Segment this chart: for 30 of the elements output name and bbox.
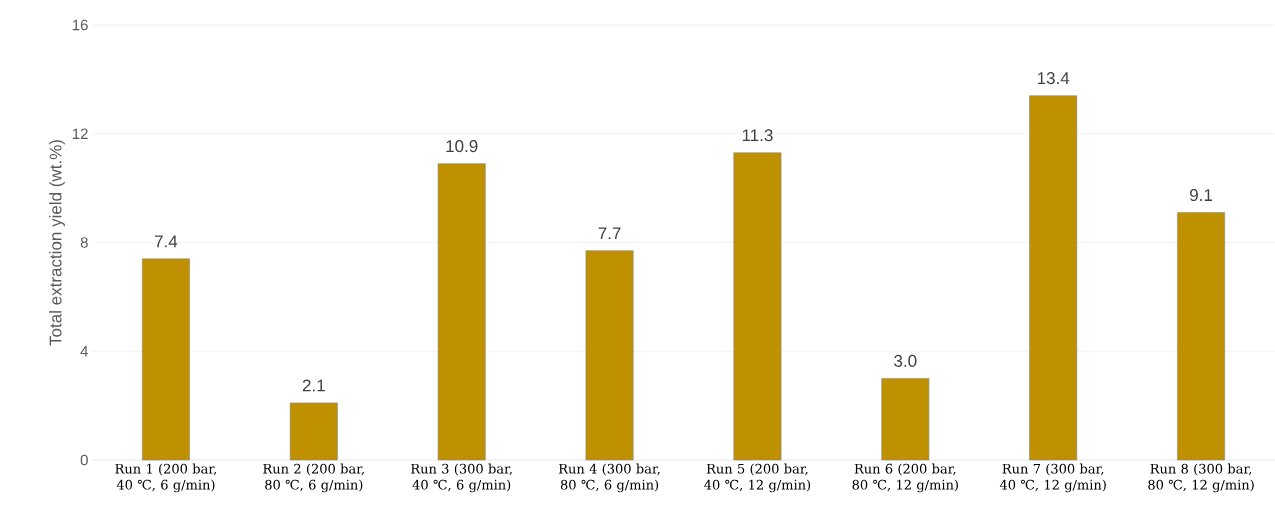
x-tick-label: Run 4 (300 bar, 80 ℃, 6 g/min) [558, 463, 660, 493]
x-tick-label: Run 8 (300 bar, 80 ℃, 12 g/min) [1148, 463, 1254, 493]
bar [141, 258, 190, 461]
y-tick-label: 8 [80, 237, 88, 248]
data-label: 13.4 [1037, 72, 1070, 85]
y-tick-label: 12 [72, 128, 88, 139]
bar [1029, 95, 1078, 461]
data-label: 10.9 [446, 140, 478, 153]
data-label: 2.1 [302, 379, 325, 392]
bar [1177, 212, 1226, 461]
data-label: 7.7 [598, 227, 621, 240]
y-tick-label: 0 [80, 454, 88, 466]
data-label: 11.3 [742, 129, 773, 142]
bar [733, 152, 782, 461]
x-tick-label: Run 6 (200 bar, 80 ℃, 12 g/min) [852, 463, 958, 493]
x-tick-label: Run 1 (200 bar, 40 ℃, 6 g/min) [115, 463, 217, 493]
bar [289, 402, 338, 461]
bar [437, 163, 486, 461]
bar [881, 378, 930, 461]
data-label: 3.0 [894, 354, 917, 367]
y-tick-label: 16 [72, 19, 88, 31]
x-tick-label: Run 5 (200 bar, 40 ℃, 12 g/min) [704, 463, 811, 493]
bar [585, 250, 634, 461]
data-label: 7.4 [155, 235, 178, 248]
y-axis-title: Total extraction yield (wt.%) [49, 140, 65, 346]
data-label: 9.1 [1190, 189, 1213, 202]
x-tick-label: Run 3 (300 bar, 40 ℃, 6 g/min) [411, 463, 512, 493]
x-tick-label: Run 2 (200 bar, 80 ℃, 6 g/min) [263, 463, 364, 493]
x-tick-label: Run 7 (300 bar, 40 ℃, 12 g/min) [999, 463, 1106, 493]
y-tick-label: 4 [80, 346, 89, 357]
